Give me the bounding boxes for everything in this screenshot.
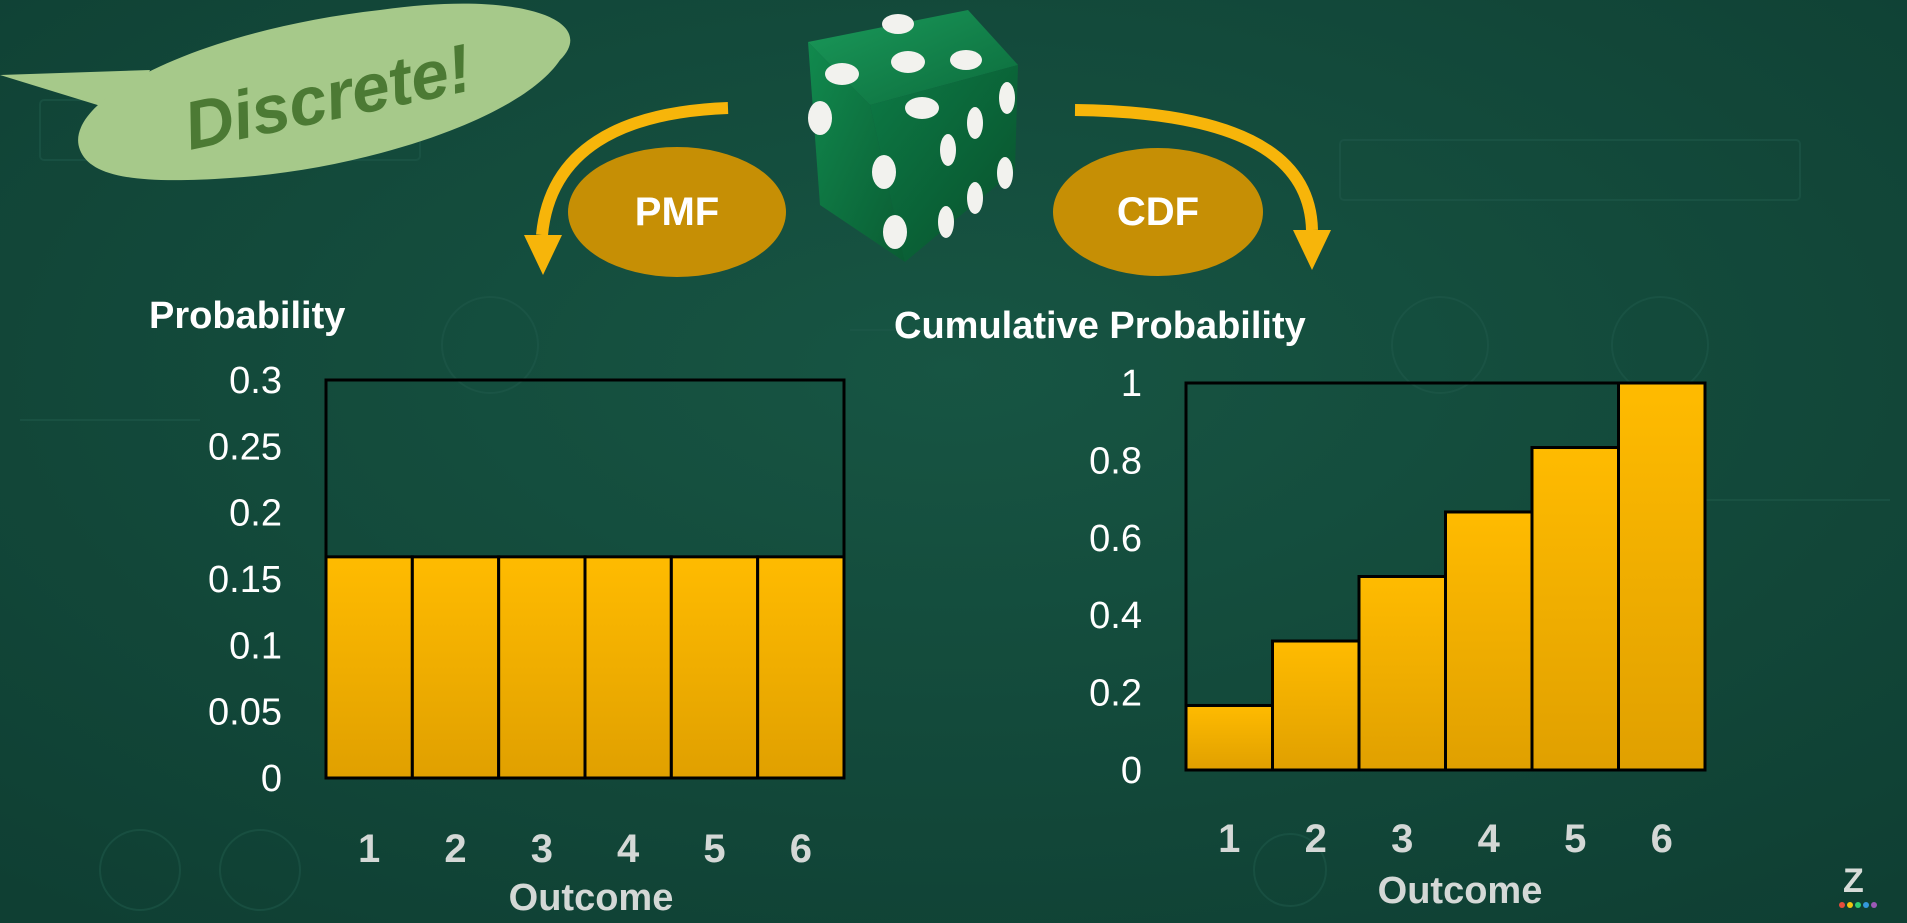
- pmf-x-tick-label: 1: [358, 827, 380, 871]
- right-curved-arrow-icon: [1074, 104, 1331, 270]
- pmf-bar-2: [410, 555, 501, 780]
- cdf-bar-1: [1184, 703, 1274, 772]
- cdf-bar-3: [1357, 575, 1447, 772]
- pmf-x-tick-label: 6: [790, 827, 812, 871]
- pmf-y-tick-label: 0.2: [229, 493, 282, 535]
- pmf-x-tick-label: 4: [617, 827, 640, 871]
- pmf-x-tick-label: 3: [531, 827, 553, 871]
- cdf-pill-label: CDF: [1116, 189, 1200, 234]
- cdf-y-tick-label: 1: [1121, 363, 1142, 405]
- cdf-x-tick-label: 6: [1651, 817, 1673, 861]
- cdf-y-tick-label: 0.4: [1089, 595, 1142, 637]
- pmf-y-tick-label: 0: [261, 758, 282, 800]
- pmf-bar-1: [324, 555, 414, 780]
- pmf-y-tick-label: 0.1: [229, 625, 282, 667]
- z-logo-icon: Z: [1843, 862, 1864, 900]
- cdf-y-tick-label: 0: [1121, 750, 1142, 792]
- pmf-y-tick-label: 0.25: [208, 426, 282, 468]
- cdf-bar-2: [1271, 639, 1361, 772]
- cdf-y-tick-label: 0.2: [1089, 673, 1142, 715]
- pmf-bar-3: [497, 555, 587, 780]
- cdf-bar-4: [1444, 510, 1534, 772]
- pmf-x-tick-label: 5: [703, 827, 725, 871]
- cdf-x-tick-label: 2: [1305, 817, 1327, 861]
- cdf-x-tick-label: 1: [1218, 817, 1240, 861]
- pmf-chart-title: Probability: [149, 295, 346, 337]
- pmf-bar-4: [583, 555, 673, 780]
- pmf-y-tick-label: 0.05: [208, 692, 282, 734]
- pmf-y-tick-label: 0.3: [229, 360, 282, 402]
- cdf-x-tick-label: 5: [1564, 817, 1586, 861]
- pmf-x-axis-label: Outcome: [508, 877, 674, 919]
- cdf-bar-6: [1617, 381, 1707, 772]
- cdf-y-tick-label: 0.6: [1089, 518, 1142, 560]
- pmf-pill: PMF: [568, 147, 786, 277]
- cdf-x-tick-label: 4: [1478, 817, 1501, 861]
- green-die-icon: [808, 10, 1018, 262]
- cdf-pill: CDF: [1053, 148, 1263, 276]
- cdf-y-tick-label: 0.8: [1089, 440, 1142, 482]
- pmf-bar-6: [756, 555, 846, 780]
- pmf-y-tick-label: 0.15: [208, 559, 282, 601]
- cdf-bar-5: [1530, 446, 1620, 772]
- speech-bubble-icon: [0, 3, 571, 181]
- cdf-x-tick-label: 3: [1391, 817, 1413, 861]
- pmf-bar-5: [669, 555, 760, 780]
- left-curved-arrow-icon: [524, 102, 729, 275]
- cdf-x-axis-label: Outcome: [1377, 870, 1543, 912]
- pmf-x-tick-label: 2: [444, 827, 466, 871]
- pmf-pill-label: PMF: [634, 189, 720, 234]
- logo-dots: [1839, 902, 1877, 908]
- cdf-chart-title: Cumulative Probability: [894, 305, 1306, 347]
